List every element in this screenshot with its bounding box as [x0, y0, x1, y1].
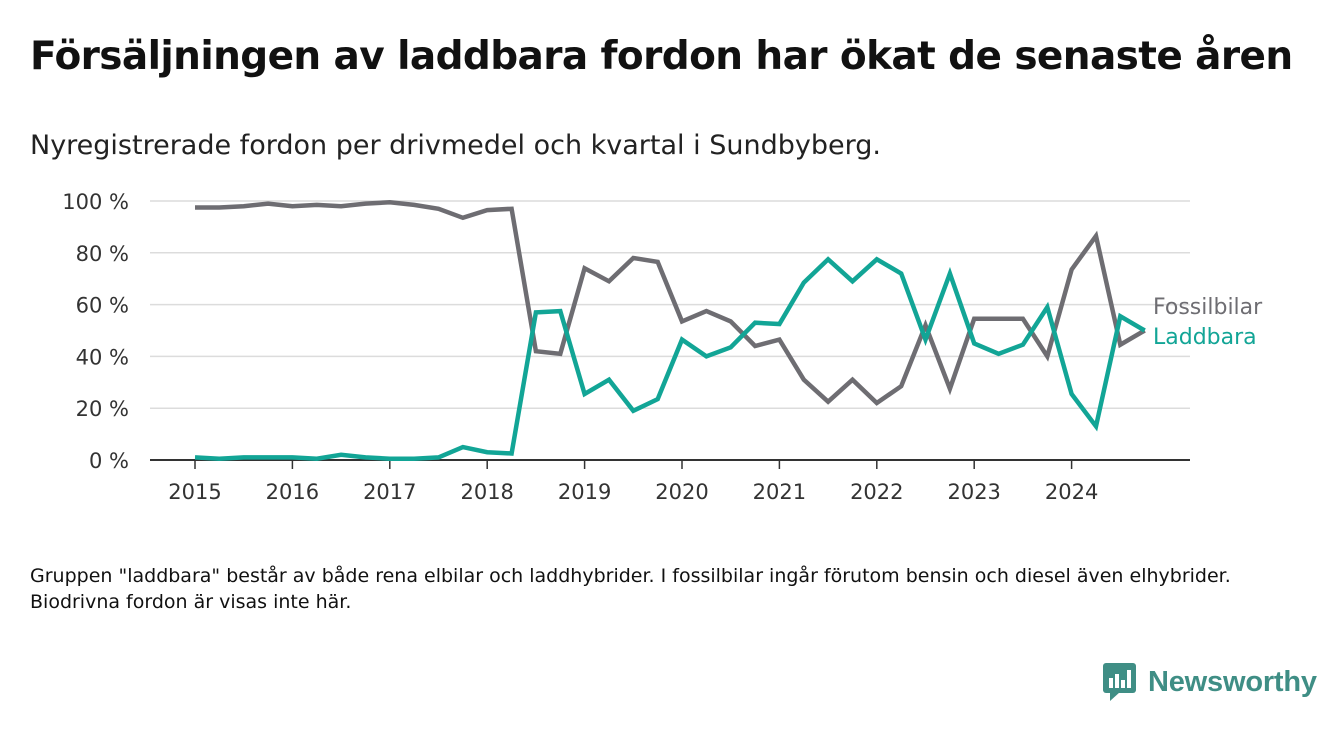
x-tick-label: 2021 [753, 480, 806, 504]
legend-label-fossilbilar: Fossilbilar [1153, 295, 1263, 320]
x-tick-label: 2016 [266, 480, 319, 504]
y-tick-label: 100 % [62, 190, 129, 214]
y-tick-label: 0 % [89, 449, 129, 473]
x-tick-label: 2020 [655, 480, 708, 504]
x-tick-label: 2023 [947, 480, 1000, 504]
legend-label-laddbara: Laddbara [1153, 325, 1257, 350]
newsworthy-logo-icon [1103, 663, 1136, 701]
y-tick-label: 60 % [76, 294, 129, 318]
y-tick-label: 40 % [76, 345, 129, 369]
chart-title: Försäljningen av laddbara fordon har öka… [30, 34, 1293, 79]
y-tick-label: 80 % [76, 242, 129, 266]
brand-name: Newsworthy [1148, 665, 1317, 698]
footnote: Gruppen "laddbara" består av både rena e… [30, 565, 1231, 613]
x-tick-label: 2022 [850, 480, 903, 504]
y-tick-label: 20 % [76, 397, 129, 421]
x-tick-label: 2015 [168, 480, 221, 504]
x-axis: 2015 2016 2017 2018 2019 2020 2021 2022 2023 2024 [150, 459, 1190, 504]
gridlines [150, 200, 1190, 409]
x-tick-label: 2018 [460, 480, 513, 504]
brand-logo: Newsworthy [1102, 662, 1317, 702]
series-line-fossilbilar [195, 200, 1146, 406]
series-line-laddbara [194, 256, 1146, 461]
line-chart: 0 %20 %40 %60 %80 %100 % 2015 2016 2017 201… [62, 190, 1263, 504]
y-axis: 0 % 20 % 40 % 60 % 80 % 100 % [62, 190, 129, 473]
chart-subtitle: Nyregistrerade fordon per drivmedel och … [30, 130, 881, 161]
legend: Fossilbilar Laddbara [1153, 295, 1263, 350]
series-lines [194, 200, 1146, 461]
x-tick-label: 2024 [1045, 480, 1098, 504]
x-tick-label: 2017 [363, 480, 416, 504]
x-tick-label: 2019 [558, 480, 611, 504]
